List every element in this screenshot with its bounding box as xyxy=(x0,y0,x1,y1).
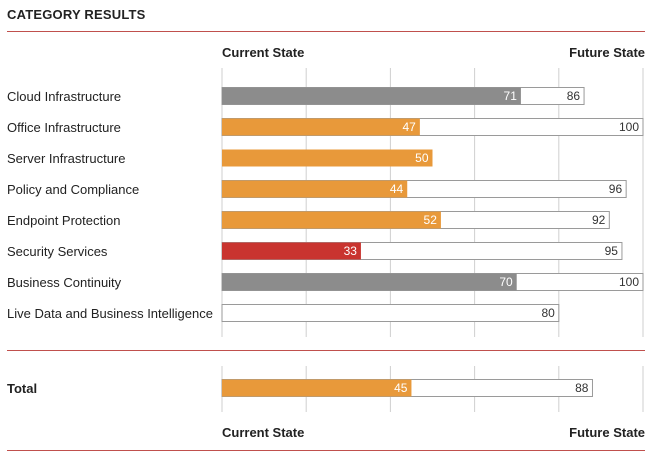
category-future-value: 92 xyxy=(592,213,606,227)
category-current-value: 50 xyxy=(415,151,429,165)
category-current-bar xyxy=(222,273,517,291)
total-label: Total xyxy=(7,381,37,396)
category-current-value: 33 xyxy=(344,244,358,258)
total-current-bar xyxy=(222,379,412,397)
header-future-state: Future State xyxy=(569,45,645,60)
category-label: Server Infrastructure xyxy=(7,151,126,166)
category-label: Policy and Compliance xyxy=(7,182,139,197)
category-current-bar xyxy=(222,242,361,260)
category-future-value: 100 xyxy=(619,275,639,289)
category-label: Cloud Infrastructure xyxy=(7,89,121,104)
category-current-value: 47 xyxy=(403,120,417,134)
category-label: Endpoint Protection xyxy=(7,213,120,228)
category-future-value: 86 xyxy=(567,89,581,103)
category-future-value: 96 xyxy=(609,182,623,196)
category-label: Live Data and Business Intelligence xyxy=(7,306,213,321)
category-current-bar xyxy=(222,211,441,229)
total-current-value: 45 xyxy=(394,381,408,395)
category-label: Business Continuity xyxy=(7,275,122,290)
bottom-rule xyxy=(7,450,645,451)
category-current-value: 70 xyxy=(499,275,513,289)
category-current-value: 44 xyxy=(390,182,404,196)
total-future-value: 88 xyxy=(575,381,589,395)
category-current-bar xyxy=(222,118,420,136)
category-current-bar xyxy=(222,149,433,167)
category-current-bar xyxy=(222,180,408,198)
header-current-state: Current State xyxy=(222,45,305,60)
category-future-value: 95 xyxy=(605,244,619,258)
category-label: Office Infrastructure xyxy=(7,120,121,135)
category-current-value: 71 xyxy=(504,89,518,103)
category-future-value: 80 xyxy=(541,306,555,320)
category-current-value: 52 xyxy=(424,213,438,227)
total-separator-rule xyxy=(7,350,645,351)
chart-title: CATEGORY RESULTS xyxy=(7,7,146,22)
category-label: Security Services xyxy=(7,244,108,259)
category-future-value: 100 xyxy=(619,120,639,134)
category-future-bar xyxy=(221,304,560,322)
title-rule xyxy=(7,31,645,32)
category-current-bar xyxy=(222,87,521,105)
footer-current-state: Current State xyxy=(222,425,305,440)
footer-future-state: Future State xyxy=(569,425,645,440)
